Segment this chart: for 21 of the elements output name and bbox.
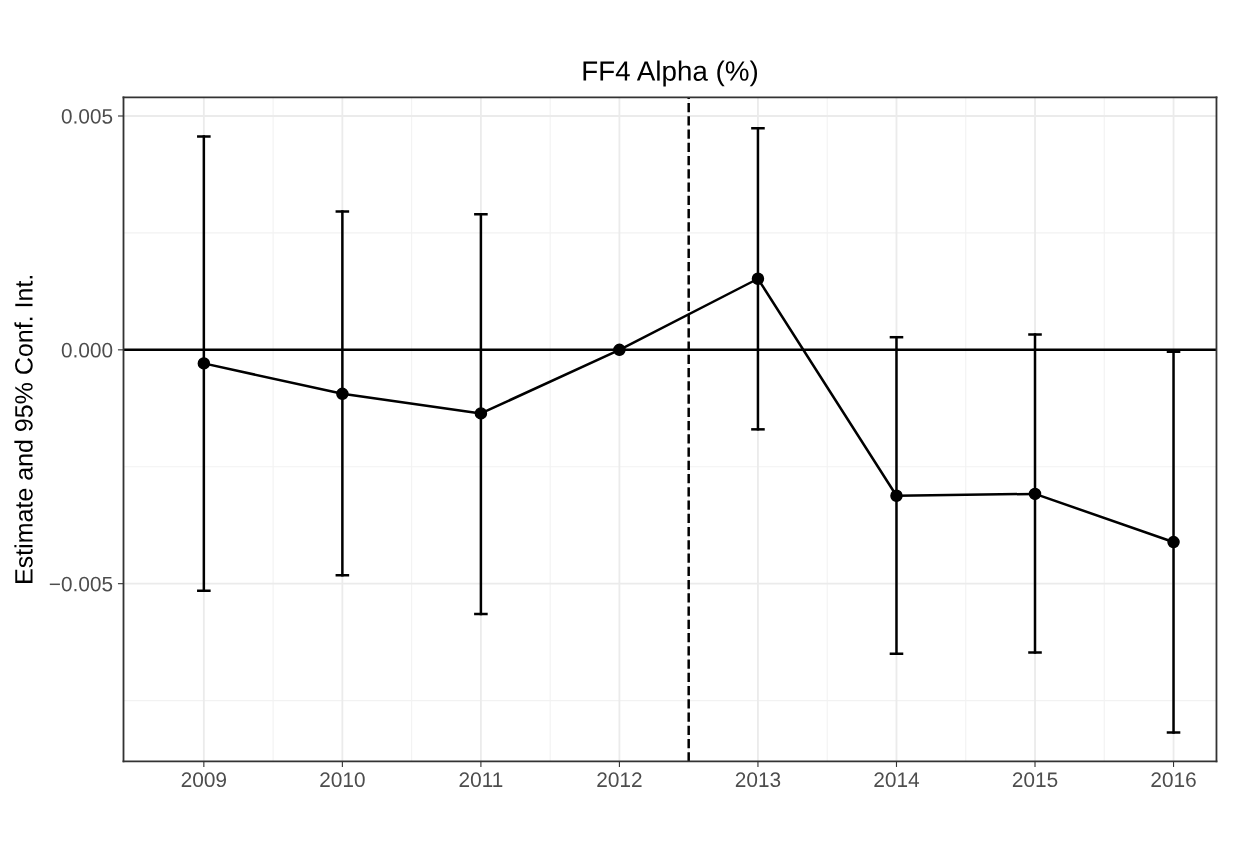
- x-tick-label: 2014: [874, 772, 920, 788]
- x-tick-label: 2012: [597, 772, 642, 788]
- point: [751, 272, 765, 286]
- point: [1167, 535, 1180, 549]
- point: [474, 407, 488, 420]
- y-tick-label: −0.005: [49, 576, 113, 592]
- x-tick-label: 2009: [181, 772, 227, 788]
- x-tick-label: 2016: [1151, 772, 1196, 788]
- x-tick-label: 2015: [1012, 772, 1058, 788]
- point: [197, 357, 211, 370]
- point: [336, 387, 349, 401]
- chart-title: FF4 Alpha (%): [583, 60, 758, 87]
- y-axis-title: Estimate and 95% Conf. Int.: [14, 275, 33, 583]
- point: [1028, 487, 1042, 501]
- y-tick-label: 0.000: [61, 342, 113, 358]
- x-tick-label: 2013: [735, 772, 781, 788]
- x-tick-label: 2010: [320, 772, 365, 788]
- y-tick-label: 0.005: [61, 109, 113, 124]
- x-tick-label: 2011: [459, 772, 503, 788]
- point: [613, 343, 626, 357]
- point: [890, 489, 903, 503]
